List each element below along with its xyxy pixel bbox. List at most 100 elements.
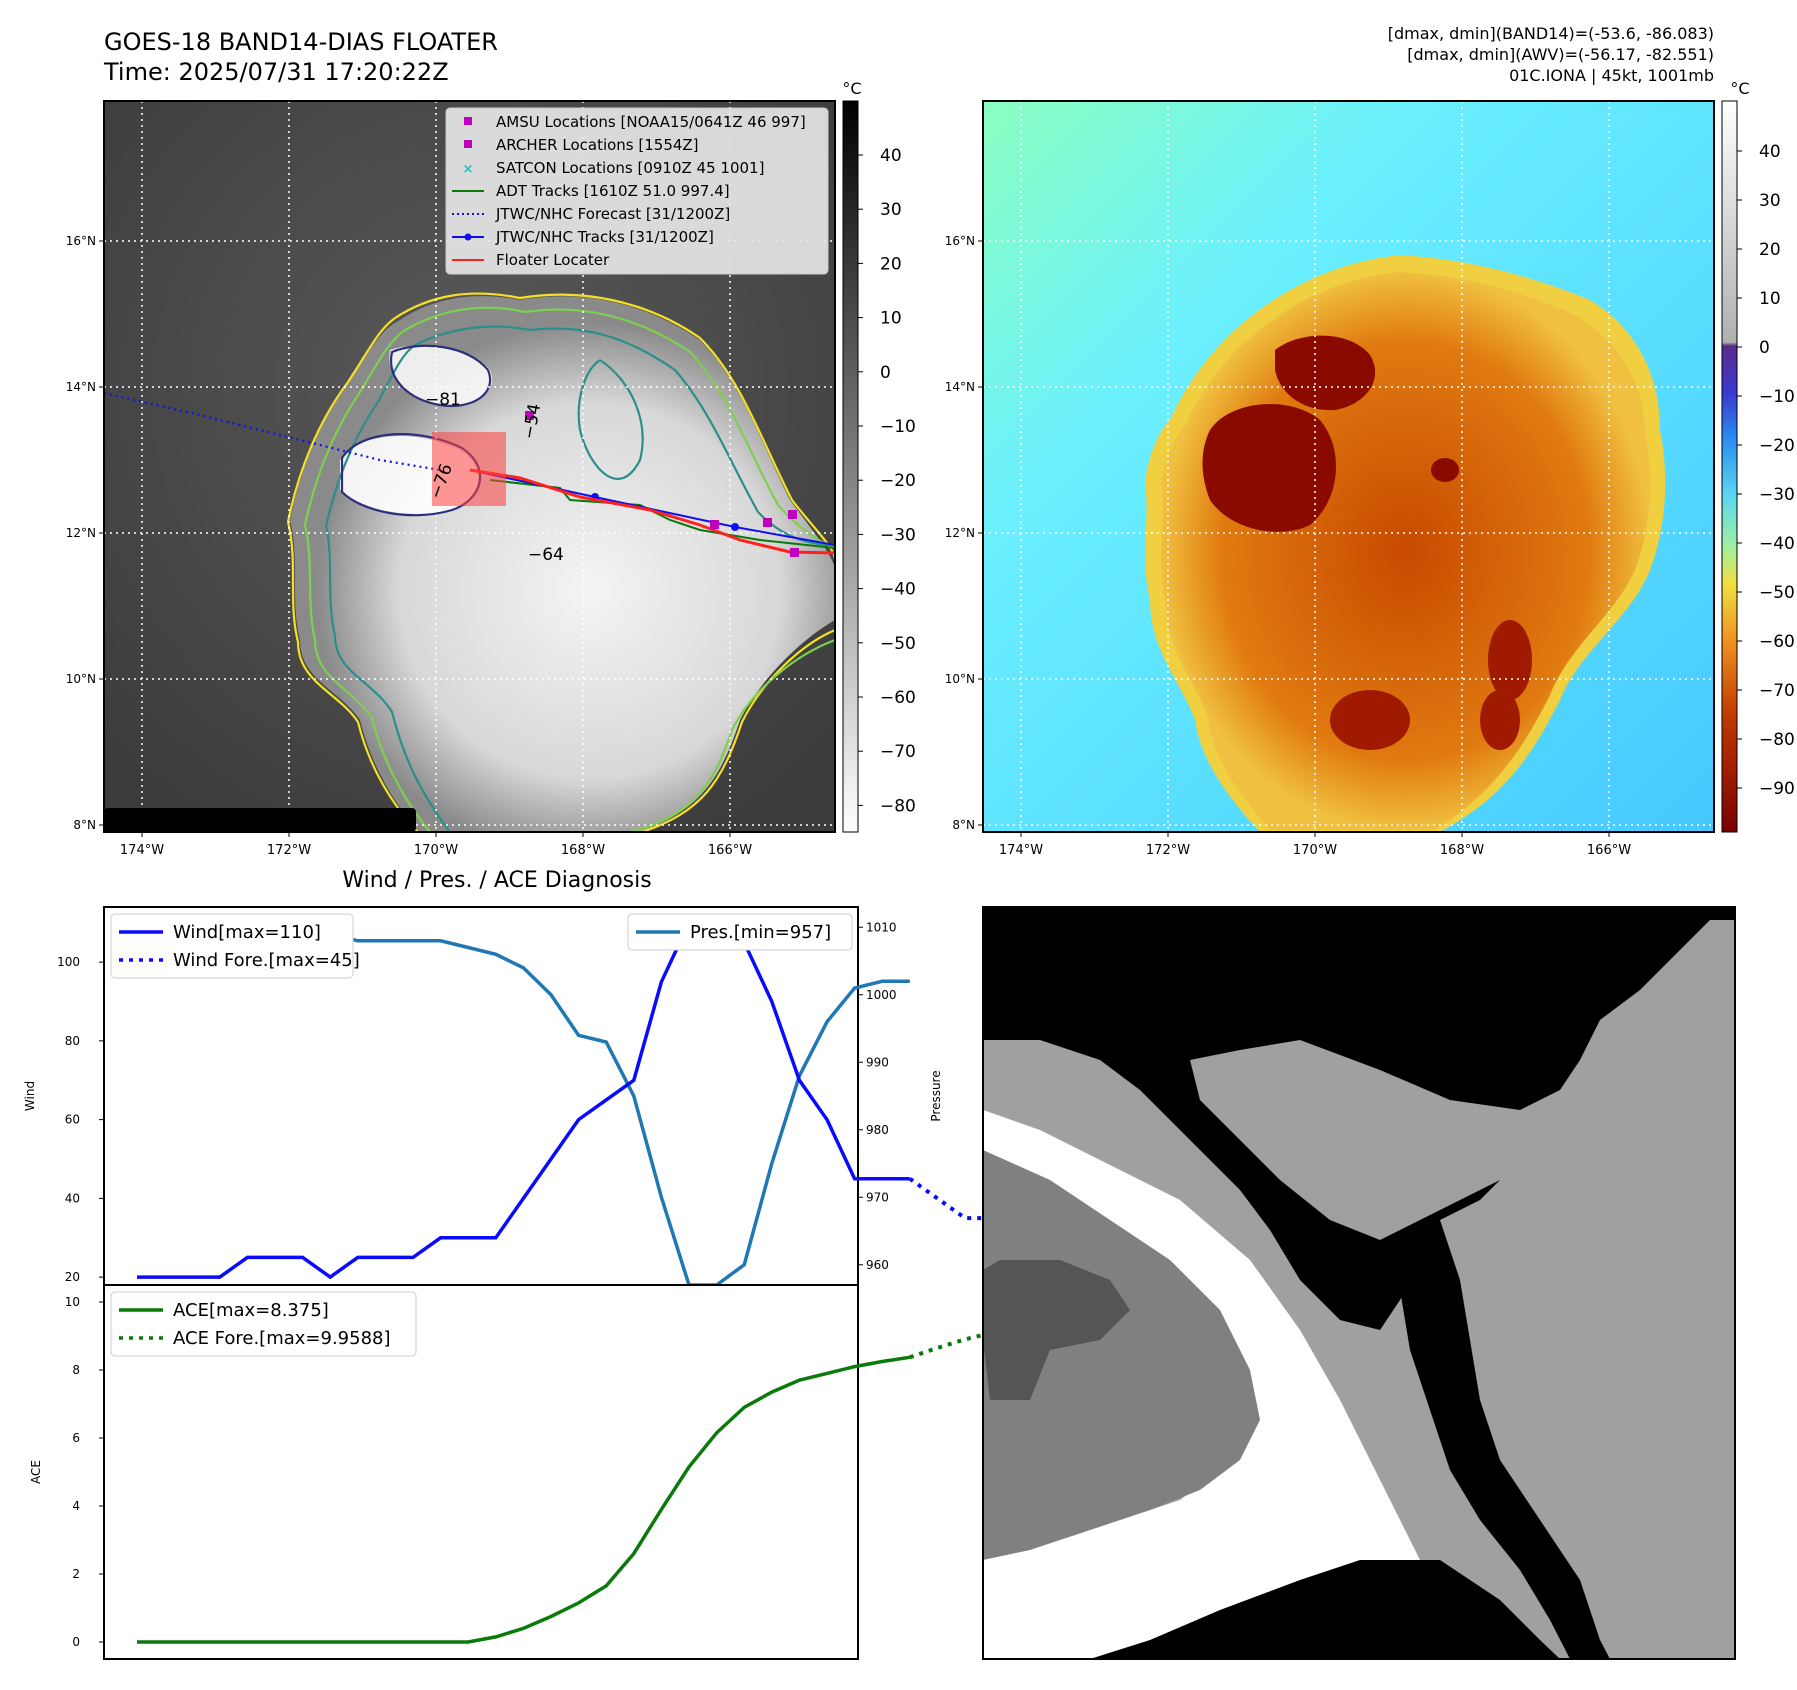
- x-tick-label: 174°W: [999, 843, 1043, 858]
- y-tick-label: 16°N: [66, 234, 96, 248]
- colorbar-tick-label: 20: [880, 254, 902, 274]
- colorbar-tick-label: 0: [880, 363, 891, 383]
- colorbar-tick-label: 30: [880, 200, 902, 220]
- colorbar-tick-label: −30: [880, 525, 916, 545]
- x-tick-label: 168°W: [561, 843, 605, 858]
- enh-cold-cell: [1488, 620, 1532, 700]
- legend-marker: [464, 117, 472, 125]
- ir-map-panel: −54 −64 −76 −81 AMSU Locations [NOAA15/0…: [66, 79, 916, 858]
- wind-y-tick-label: 60: [65, 1113, 80, 1127]
- legend-label: AMSU Locations [NOAA15/0641Z 46 997]: [496, 113, 806, 131]
- wmg-gray-band-top: [1190, 920, 1735, 1240]
- pressure-y-tick-label: 960: [866, 1258, 889, 1272]
- enh-cold-cell: [1480, 690, 1520, 750]
- colorbar-tick-label: −70: [880, 742, 916, 762]
- y-tick-label: 16°N: [945, 234, 975, 248]
- wind-y-tick-label: 40: [65, 1191, 80, 1205]
- pressure-y-tick-label: 980: [866, 1123, 889, 1137]
- ir-legend: AMSU Locations [NOAA15/0641Z 46 997] ARCH…: [445, 107, 829, 275]
- wind-line: [137, 921, 910, 1280]
- colorbar-tick-label: −70: [1759, 681, 1795, 701]
- legend-label: ARCHER Locations [1554Z]: [496, 136, 699, 154]
- jtwc-track-point: [731, 523, 739, 531]
- wmg-count-badge: [995, 920, 1171, 952]
- ir-colorbar-unit: °C: [842, 79, 861, 98]
- colorbar-tick-label: −20: [880, 471, 916, 491]
- pressure-y-tick-label: 1000: [866, 988, 897, 1002]
- ir-colorbar: [842, 100, 859, 833]
- archer-marker: [710, 520, 719, 529]
- legend-marker-dot: [464, 233, 472, 241]
- copyright-text: Copyright © 2020-2025 Dapiya: [108, 811, 387, 830]
- legend-label: Wind[max=110]: [173, 922, 321, 943]
- colorbar-tick-label: −80: [1759, 730, 1795, 750]
- archer-marker: [790, 548, 799, 557]
- colorbar-tick-label: 40: [1759, 142, 1781, 162]
- enhanced-map-panel: 174°W 172°W 170°W 168°W 166°W16°N14°N12°N10°…: [945, 79, 1795, 858]
- legend-label: ACE Fore.[max=9.9588]: [173, 1328, 391, 1349]
- figure-time: Time: 2025/07/31 17:20:22Z: [103, 58, 449, 86]
- wind-pressure-panel: Wind / Pres. / ACE Diagnosis 20 40 60 80 100…: [23, 868, 1297, 1287]
- y-tick-label: 12°N: [66, 526, 96, 540]
- enh-colorbar: [1721, 100, 1738, 833]
- legend-label: JTWC/NHC Tracks [31/1200Z]: [495, 228, 714, 246]
- archer-marker: [763, 518, 772, 527]
- ace-y-tick-label: 8: [72, 1363, 80, 1377]
- legend-label: Floater Locater: [496, 251, 610, 269]
- x-tick-label: 170°W: [1293, 843, 1337, 858]
- wmg-mid-gray-region: [983, 1150, 1260, 1560]
- legend-label: Wind Fore.[max=45]: [173, 950, 360, 971]
- x-tick-label: 172°W: [267, 843, 311, 858]
- colorbar-tick-label: −30: [1759, 485, 1795, 505]
- colorbar-tick-label: 10: [880, 309, 902, 329]
- ace-y-tick-label: 4: [72, 1499, 80, 1513]
- y-tick-label: 14°N: [66, 380, 96, 394]
- enh-cold-cell: [1431, 458, 1459, 482]
- x-tick-label: 174°W: [120, 843, 164, 858]
- x-tick-label: 168°W: [1440, 843, 1484, 858]
- amsu-marker: [525, 411, 534, 420]
- legend-marker: [464, 140, 472, 148]
- archer-marker: [788, 510, 797, 519]
- pressure-ylabel: Pressure: [929, 1070, 943, 1121]
- wmg-black-bottom: [1090, 1560, 1560, 1659]
- ir-frame: [103, 100, 836, 833]
- colorbar-tick-label: −80: [880, 796, 916, 816]
- legend-label: SATCON Locations [0910Z 45 1001]: [496, 159, 764, 177]
- colorbar-tick-label: −40: [1759, 534, 1795, 554]
- wind-y-tick-label: 80: [65, 1034, 80, 1048]
- contour-label: −64: [528, 545, 564, 565]
- y-tick-label: 12°N: [945, 526, 975, 540]
- legend-label: ACE[max=8.375]: [173, 1300, 329, 1321]
- enh-gridlines: [983, 101, 1714, 832]
- stats-awv: [dmax, dmin](AWV)=(-56.17, -82.551): [1407, 45, 1714, 64]
- wmg-frame: [982, 906, 1736, 1660]
- legend-label: Pres.[min=957]: [690, 922, 831, 943]
- floater-track: [469, 468, 835, 555]
- legend-label: JTWC/NHC Forecast [31/1200Z]: [495, 205, 730, 223]
- legend-box: [627, 913, 853, 951]
- ace-y-tick-label: 10: [65, 1295, 80, 1309]
- figure-title: GOES-18 BAND14-DIAS FLOATER: [104, 28, 498, 56]
- enh-cold-core: [1202, 403, 1337, 532]
- contour-yellow: [286, 292, 835, 832]
- wmg-count-label: WMG Count: 0: [1003, 925, 1164, 949]
- diagnosis-title: Wind / Pres. / ACE Diagnosis: [342, 868, 651, 893]
- contour-green: [303, 306, 835, 832]
- wmg-dark-gray-region: [983, 1260, 1130, 1400]
- enh-colorbar-unit: °C: [1730, 79, 1749, 98]
- y-tick-label: 10°N: [66, 672, 96, 686]
- colorbar-tick-label: −10: [1759, 387, 1795, 407]
- x-tick-label: 170°W: [414, 843, 458, 858]
- colorbar-tick-label: 10: [1759, 289, 1781, 309]
- wind-y-tick-label: 100: [57, 955, 80, 969]
- ir-cold-core-2: [389, 345, 492, 406]
- pressure-y-tick-label: 970: [866, 1190, 889, 1204]
- y-tick-label: 8°N: [952, 818, 975, 832]
- copyright-badge: [104, 808, 416, 832]
- ace-panel: 0 2 4 6 8 10 ACE ACE[max=8.375] ACE Fore.[max=…: [29, 1284, 1297, 1660]
- enh-frame: [982, 100, 1715, 833]
- pressure-y-tick-label: 990: [866, 1055, 889, 1069]
- enh-cold-core-2: [1275, 335, 1376, 411]
- legend-label: ADT Tracks [1610Z 51.0 997.4]: [496, 182, 730, 200]
